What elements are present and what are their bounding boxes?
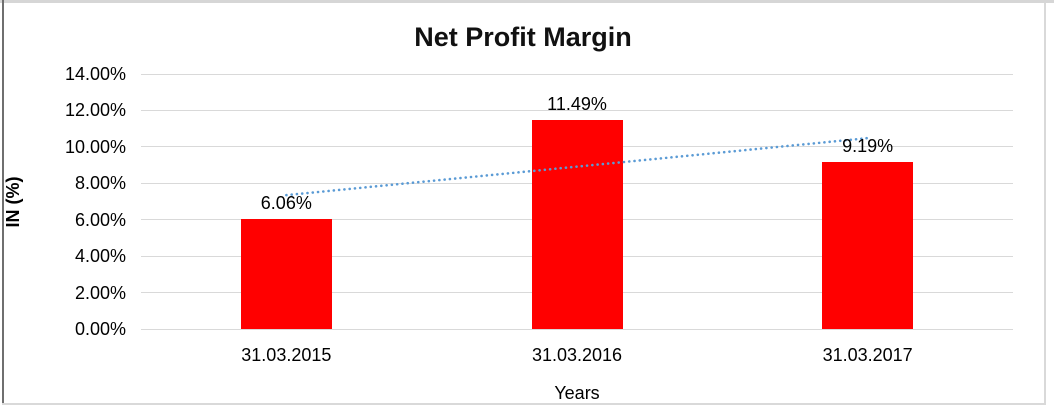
y-axis-tick-label: 4.00% [74, 246, 126, 267]
x-axis-category-label: 31.03.2016 [531, 345, 623, 365]
bar-31.03.2015 [240, 218, 332, 329]
bar-data-label: 6.06% [260, 192, 312, 213]
bar-31.03.2016 [531, 119, 623, 329]
x-axis-category-label: 31.03.2017 [822, 345, 913, 365]
y-axis-tick-label: 0.00% [74, 319, 126, 339]
y-axis-tick-labels: 0.00% 2.00% 4.00% 6.00% 8.00% 10.00% 12.00% 14.… [0, 64, 126, 339]
y-axis-title: IN (%) [3, 176, 23, 228]
frame-border-left [2, 0, 4, 405]
y-axis-tick-label: 8.00% [74, 173, 126, 194]
y-axis-tick-label: 14.00% [64, 64, 126, 84]
frame-border-right [1044, 3, 1046, 405]
x-axis-category-labels: 31.03.2015 31.03.2016 31.03.2017 [141, 345, 1013, 367]
gridline [141, 109, 1013, 111]
gridline [141, 328, 1013, 330]
x-axis-title: Years [554, 383, 600, 403]
x-axis-category-label: 31.03.2015 [241, 345, 332, 365]
bar-data-label: 11.49% [547, 93, 607, 114]
bar-data-label: 9.19% [842, 135, 894, 156]
y-axis-tick-label: 12.00% [64, 100, 126, 121]
bar-31.03.2017 [822, 161, 914, 329]
chart-title: Net Profit Margin [414, 22, 632, 52]
y-axis-tick-label: 6.00% [74, 209, 126, 230]
frame-border-bottom [2, 403, 1046, 405]
frame-border-top [0, 0, 1054, 3]
y-axis-tick-label: 10.00% [64, 136, 126, 157]
gridline [141, 73, 1013, 75]
plot-area: 6.06% 11.49% 9.19% [141, 73, 1013, 330]
trendline [285, 136, 869, 197]
y-axis-tick-label: 2.00% [74, 282, 126, 303]
